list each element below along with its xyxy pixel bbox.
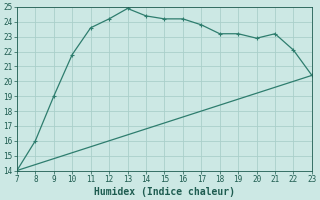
X-axis label: Humidex (Indice chaleur): Humidex (Indice chaleur)	[94, 186, 235, 197]
